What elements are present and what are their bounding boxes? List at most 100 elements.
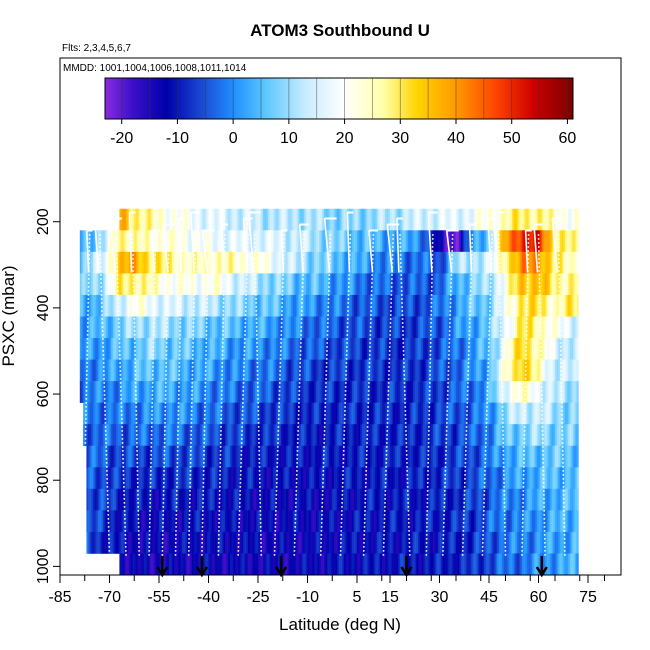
heatmap-cell <box>348 488 351 511</box>
heatmap-cell <box>531 510 535 533</box>
heatmap-cell <box>360 424 363 447</box>
heatmap-cell <box>436 381 439 403</box>
heatmap-cell <box>147 273 150 296</box>
heatmap-cell <box>434 230 437 253</box>
heatmap-cell <box>305 467 309 490</box>
heatmap-cell <box>328 338 332 360</box>
heatmap-cell <box>411 510 414 533</box>
heatmap-cell <box>447 402 450 425</box>
heatmap-cell <box>264 424 267 447</box>
heatmap-cell <box>480 510 483 533</box>
heatmap-cell <box>469 359 472 382</box>
heatmap-cell <box>160 510 163 533</box>
heatmap-cell <box>457 510 460 533</box>
heatmap-cell <box>239 316 243 339</box>
heatmap-cell <box>541 338 545 360</box>
heatmap-cell <box>163 531 167 554</box>
heatmap-cell <box>431 273 434 296</box>
heatmap-cell <box>427 445 431 468</box>
heatmap-cell <box>396 251 399 274</box>
heatmap-cell <box>515 359 518 382</box>
heatmap-cell <box>475 208 479 231</box>
heatmap-cell <box>225 531 228 554</box>
heatmap-cell <box>413 553 416 575</box>
heatmap-cell <box>462 488 465 511</box>
heatmap-cell <box>497 510 500 533</box>
heatmap-cell <box>357 359 360 382</box>
heatmap-cell <box>378 445 381 468</box>
heatmap-cell <box>503 445 507 468</box>
heatmap-cell <box>401 424 404 447</box>
heatmap-cell <box>442 359 446 382</box>
heatmap-cell <box>538 531 541 554</box>
heatmap-cell <box>196 510 200 533</box>
heatmap-cell <box>124 553 127 575</box>
heatmap-cell <box>361 208 365 231</box>
heatmap-cell <box>109 294 112 317</box>
heatmap-cell <box>310 424 314 447</box>
heatmap-cell <box>358 230 361 253</box>
heatmap-cell <box>333 316 337 339</box>
heatmap-cell <box>234 359 238 382</box>
heatmap-cell <box>229 381 233 403</box>
heatmap-cell <box>165 424 168 447</box>
heatmap-cell <box>96 510 99 533</box>
heatmap-cell <box>536 294 540 317</box>
heatmap-cell <box>269 488 272 511</box>
heatmap-cell <box>403 402 406 425</box>
heatmap-cell <box>535 445 538 468</box>
heatmap-cell <box>352 445 355 468</box>
heatmap-cell <box>251 230 254 253</box>
heatmap-cell <box>378 402 381 425</box>
heatmap-cell <box>503 338 507 360</box>
heatmap-cell <box>510 230 513 253</box>
heatmap-cell <box>276 531 279 554</box>
heatmap-cell <box>272 251 276 274</box>
heatmap-cell <box>160 338 163 360</box>
heatmap-cell <box>83 251 86 274</box>
heatmap-cell <box>528 488 531 511</box>
heatmap-cell <box>462 424 465 447</box>
heatmap-cell <box>373 510 376 533</box>
heatmap-cell <box>451 294 454 317</box>
heatmap-cell <box>507 424 510 447</box>
heatmap-cell <box>284 251 287 274</box>
heatmap-cell <box>150 251 153 274</box>
heatmap-cell <box>155 338 158 360</box>
heatmap-cell <box>401 251 404 274</box>
heatmap-cell <box>467 316 470 339</box>
heatmap-cell <box>538 359 541 382</box>
heatmap-cell <box>139 273 142 296</box>
heatmap-cell <box>368 424 371 447</box>
heatmap-cell <box>239 402 243 425</box>
heatmap-cell <box>140 488 144 511</box>
heatmap-cell <box>482 316 485 339</box>
heatmap-cell <box>363 424 366 447</box>
heatmap-cell <box>528 510 531 533</box>
heatmap-cell <box>442 251 446 274</box>
heatmap-cell <box>507 294 510 317</box>
heatmap-cell <box>540 531 543 554</box>
heatmap-cell <box>269 531 272 554</box>
heatmap-cell <box>345 230 348 253</box>
heatmap-cell <box>101 445 104 468</box>
heatmap-cell <box>386 467 389 490</box>
heatmap-cell <box>414 338 417 360</box>
heatmap-cell <box>439 381 442 403</box>
heatmap-cell <box>305 208 309 231</box>
heatmap-cell <box>170 424 173 447</box>
heatmap-cell <box>479 359 482 382</box>
heatmap-cell <box>452 316 455 339</box>
heatmap-cell <box>510 424 513 447</box>
heatmap-cell <box>459 251 462 274</box>
heatmap-cell <box>449 531 452 554</box>
heatmap-cell <box>348 294 351 317</box>
heatmap-cell <box>106 251 109 274</box>
heatmap-cell <box>312 381 315 403</box>
heatmap-cell <box>307 488 310 511</box>
heatmap-cell <box>188 251 191 274</box>
heatmap-cell <box>470 316 474 339</box>
heatmap-cell <box>573 531 576 554</box>
heatmap-cell <box>208 359 211 382</box>
heatmap-cell <box>390 294 393 317</box>
